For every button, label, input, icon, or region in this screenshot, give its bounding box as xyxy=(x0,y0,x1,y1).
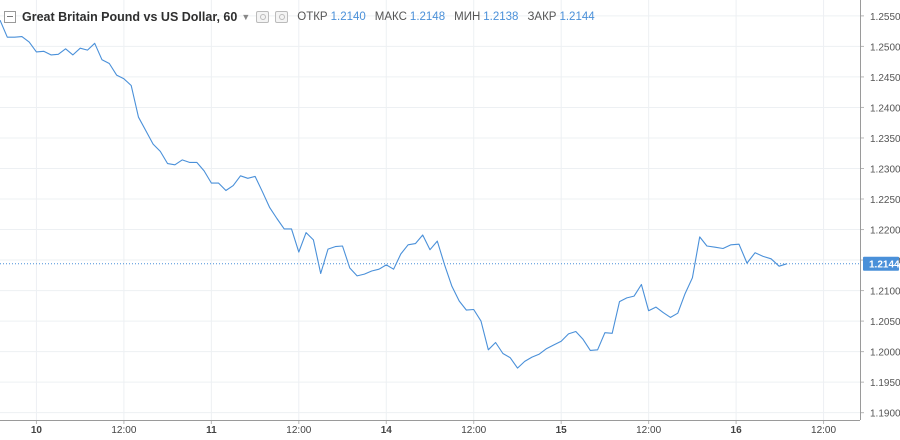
y-tick-label: 1.2550 xyxy=(870,12,900,23)
close-value: 1.2144 xyxy=(559,11,595,23)
low-value: 1.2138 xyxy=(483,11,519,23)
x-tick-label: 14 xyxy=(381,425,393,435)
x-tick-label: 12:00 xyxy=(461,425,486,435)
x-tick-label: 12:00 xyxy=(811,425,836,435)
x-tick-label: 10 xyxy=(31,425,43,435)
y-tick-label: 1.2450 xyxy=(870,73,900,84)
open-value: 1.2140 xyxy=(330,11,366,23)
last-price-label: 1.2144 xyxy=(869,260,900,271)
close-label: ЗАКР xyxy=(527,11,557,23)
low-label: МИН xyxy=(454,11,481,23)
x-tick-label: 11 xyxy=(206,425,217,435)
y-tick-label: 1.2050 xyxy=(870,317,900,328)
y-tick-label: 1.2400 xyxy=(870,103,900,114)
settings-icon[interactable] xyxy=(275,11,289,23)
y-tick-label: 1.2000 xyxy=(870,348,900,359)
x-tick-label: 12:00 xyxy=(111,425,136,435)
y-tick-label: 1.1900 xyxy=(870,409,900,420)
chevron-down-icon[interactable]: ▼ xyxy=(241,12,251,22)
x-tick-label: 12:00 xyxy=(286,425,311,435)
last-price-badge xyxy=(863,256,899,271)
high-label: МАКС xyxy=(374,11,407,23)
price-series-line[interactable] xyxy=(0,19,788,369)
y-tick-label: 1.2200 xyxy=(870,226,900,237)
y-tick-label: 1.1950 xyxy=(870,378,900,389)
y-tick-label: 1.2300 xyxy=(870,164,900,175)
symbol-title[interactable]: Great Britain Pound vs US Dollar, 60 xyxy=(22,10,238,24)
chart-legend-header: Great Britain Pound vs US Dollar, 60 ▼ О… xyxy=(4,8,595,26)
collapse-legend-icon[interactable] xyxy=(4,11,16,23)
high-value: 1.2148 xyxy=(409,11,446,23)
y-tick-label: 1.2250 xyxy=(870,195,900,206)
visibility-icon[interactable] xyxy=(256,11,270,23)
open-label: ОТКР xyxy=(297,11,328,23)
x-tick-label: 16 xyxy=(731,425,743,435)
y-tick-label: 1.2350 xyxy=(870,134,900,145)
y-tick-label: 1.2500 xyxy=(870,42,900,53)
y-tick-label: 1.2100 xyxy=(870,287,900,298)
x-tick-label: 12:00 xyxy=(636,425,661,435)
x-tick-label: 15 xyxy=(556,425,568,435)
